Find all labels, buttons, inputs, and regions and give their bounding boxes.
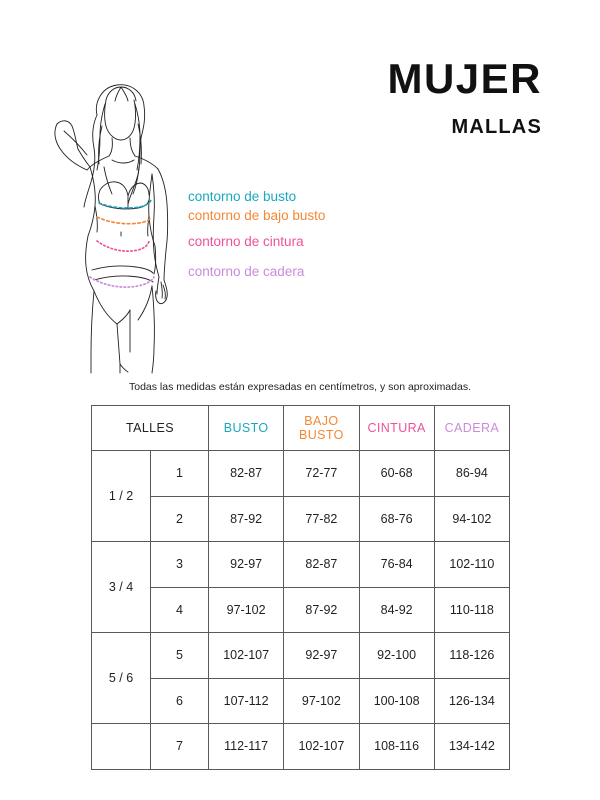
size-chart-table: TALLES BUSTO BAJO BUSTO CINTURA CADERA 1… <box>91 405 511 770</box>
measurements-note: Todas las medidas están expresadas en ce… <box>128 381 471 393</box>
cadera-cell: 118-126 <box>433 632 511 679</box>
bajo-busto-cell: 102-107 <box>283 723 360 770</box>
page-subtitle: MALLAS <box>451 116 542 138</box>
cintura-cell: 84-92 <box>358 586 435 633</box>
legend-item-busto: contorno de busto <box>188 189 297 204</box>
size-group-cell: 5 / 6 <box>91 632 151 724</box>
table-row: 5 / 6 5 102-107 92-97 92-100 118-126 <box>91 632 511 724</box>
busto-cell: 87-92 <box>207 495 285 542</box>
size-chart-table-wrapper: TALLES BUSTO BAJO BUSTO CINTURA CADERA 1… <box>91 405 511 770</box>
size-number-cell: 7 <box>150 723 209 770</box>
page-title: MUJER <box>387 55 542 102</box>
table-row: 3 / 4 3 92-97 82-87 76-84 102-110 <box>91 541 511 633</box>
column-header-cintura: CINTURA <box>358 405 435 451</box>
cintura-cell: 100-108 <box>358 677 435 724</box>
bajo-busto-cell: 82-87 <box>283 541 360 588</box>
female-body-line-drawing <box>42 74 198 374</box>
header-block: MUJER MALLAS <box>270 58 542 139</box>
busto-cell: 107-112 <box>207 677 285 724</box>
size-group-cell <box>91 723 151 770</box>
legend-item-bajo-busto: contorno de bajo busto <box>188 207 326 223</box>
cintura-cell: 60-68 <box>358 450 435 497</box>
size-number-cell: 6 <box>150 677 209 724</box>
bajo-busto-cell: 72-77 <box>283 450 360 497</box>
bajo-busto-cell: 87-92 <box>283 586 360 633</box>
cadera-cell: 110-118 <box>433 586 511 633</box>
cadera-cell: 94-102 <box>433 495 511 542</box>
busto-cell: 112-117 <box>207 723 285 770</box>
table-header-row: TALLES BUSTO BAJO BUSTO CINTURA CADERA <box>91 405 511 451</box>
cadera-cell: 134-142 <box>433 723 511 770</box>
busto-cell: 97-102 <box>207 586 285 633</box>
cintura-cell: 68-76 <box>358 495 435 542</box>
cintura-cell: 92-100 <box>358 632 435 679</box>
legend-item-cadera: contorno de cadera <box>188 263 305 279</box>
cadera-cell: 126-134 <box>433 677 511 724</box>
column-header-bajo-busto: BAJO BUSTO <box>283 405 360 451</box>
busto-cell: 92-97 <box>207 541 285 588</box>
busto-cell: 102-107 <box>207 632 285 679</box>
column-header-talles: TALLES <box>91 405 209 451</box>
column-header-busto: BUSTO <box>207 405 285 451</box>
measurement-legend: contorno de busto contorno de bajo busto… <box>188 190 418 278</box>
bajo-busto-cell: 77-82 <box>283 495 360 542</box>
table-row: 1 / 2 1 82-87 72-77 60-68 86-94 <box>91 450 511 542</box>
cintura-cell: 108-116 <box>358 723 435 770</box>
size-number-cell: 5 <box>150 632 209 679</box>
table-row: 6 107-112 97-102 100-108 126-134 <box>92 677 511 724</box>
size-number-cell: 2 <box>150 495 209 542</box>
table-row: 2 87-92 77-82 68-76 94-102 <box>92 495 511 542</box>
table-row: 7 112-117 102-107 108-116 134-142 <box>91 723 511 770</box>
busto-cell: 82-87 <box>207 450 285 497</box>
size-group-cell: 3 / 4 <box>91 541 151 633</box>
size-group-cell: 1 / 2 <box>91 450 151 542</box>
column-header-cadera: CADERA <box>433 405 511 451</box>
cadera-cell: 102-110 <box>433 541 511 588</box>
bajo-busto-cell: 97-102 <box>283 677 360 724</box>
size-number-cell: 3 <box>150 541 209 588</box>
size-number-cell: 4 <box>150 586 209 633</box>
cintura-cell: 76-84 <box>358 541 435 588</box>
table-row: 4 97-102 87-92 84-92 110-118 <box>92 586 511 633</box>
size-number-cell: 1 <box>150 450 209 497</box>
bajo-busto-cell: 92-97 <box>283 632 360 679</box>
legend-item-cintura: contorno de cintura <box>188 234 304 249</box>
cadera-cell: 86-94 <box>433 450 511 497</box>
